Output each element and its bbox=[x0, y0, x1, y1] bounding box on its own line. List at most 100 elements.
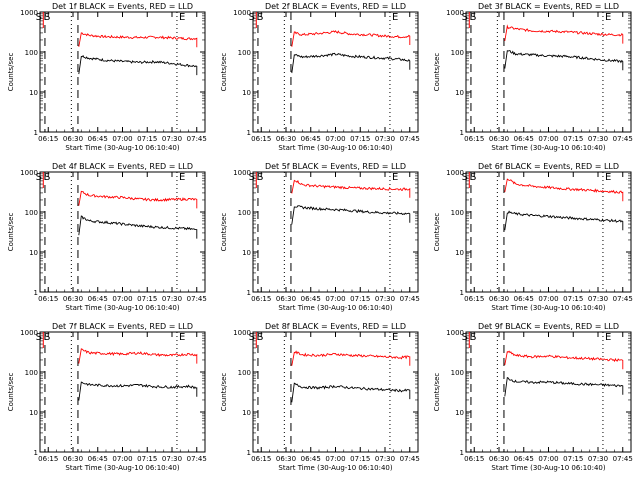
y-axis-label: Counts/sec bbox=[433, 213, 441, 252]
y-tick-label: 1 bbox=[247, 129, 251, 137]
marker-label-end: E bbox=[605, 332, 611, 343]
x-tick-label: 07:00 bbox=[112, 135, 132, 143]
lld-series-line bbox=[78, 348, 198, 364]
y-tick-label: 1000 bbox=[233, 9, 251, 17]
x-tick-label: 06:15 bbox=[251, 455, 271, 463]
x-tick-label: 07:00 bbox=[112, 455, 132, 463]
marker-label-start: S bbox=[470, 332, 476, 343]
y-tick-label: 100 bbox=[25, 209, 38, 217]
events-series-line bbox=[291, 52, 411, 74]
marker-label-end: E bbox=[392, 332, 398, 343]
y-tick-label: 1 bbox=[34, 449, 38, 457]
x-tick-label: 07:45 bbox=[613, 455, 633, 463]
marker-label-start: S bbox=[462, 332, 468, 343]
detector-panel: Det 8f BLACK = Events, RED = LLD 1 10 100 10… bbox=[220, 322, 420, 472]
y-tick-label: 100 bbox=[451, 209, 464, 217]
x-axis-label: Start Time (30-Aug-10 06:10:40) bbox=[278, 304, 392, 312]
y-tick-label: 100 bbox=[451, 369, 464, 377]
y-axis-label: Counts/sec bbox=[7, 373, 15, 412]
panel-title: Det 9f BLACK = Events, RED = LLD bbox=[478, 322, 619, 331]
events-series-line bbox=[78, 215, 198, 239]
x-tick-label: 07:30 bbox=[375, 455, 395, 463]
detector-panel: Det 5f BLACK = Events, RED = LLD 1 10 100 10… bbox=[220, 162, 420, 312]
marker-label-start: S bbox=[249, 12, 255, 23]
y-tick-label: 1000 bbox=[20, 169, 38, 177]
y-tick-label: 1000 bbox=[233, 169, 251, 177]
x-tick-label: 07:45 bbox=[613, 135, 633, 143]
events-series-line bbox=[291, 205, 411, 225]
x-tick-label: 07:15 bbox=[563, 135, 583, 143]
x-tick-label: 07:45 bbox=[187, 295, 207, 303]
panel-title: Det 3f BLACK = Events, RED = LLD bbox=[478, 2, 619, 11]
x-tick-label: 06:30 bbox=[489, 295, 509, 303]
marker-label-start: S bbox=[44, 332, 50, 343]
y-tick-label: 100 bbox=[238, 209, 251, 217]
y-tick-label: 100 bbox=[25, 369, 38, 377]
panel-title: Det 4f BLACK = Events, RED = LLD bbox=[52, 162, 193, 171]
x-tick-label: 06:15 bbox=[38, 455, 58, 463]
x-tick-label: 06:30 bbox=[63, 295, 83, 303]
x-axis-label: Start Time (30-Aug-10 06:10:40) bbox=[65, 144, 179, 152]
detector-panel: Det 1f BLACK = Events, RED = LLD 1 10 100 10… bbox=[7, 2, 207, 152]
marker-label-start: S bbox=[44, 172, 50, 183]
y-tick-label: 10 bbox=[455, 89, 464, 97]
y-tick-label: 10 bbox=[29, 249, 38, 257]
marker-label-start: S bbox=[257, 332, 263, 343]
y-tick-label: 1000 bbox=[446, 169, 464, 177]
x-tick-label: 06:45 bbox=[88, 455, 108, 463]
y-axis-label: Counts/sec bbox=[433, 53, 441, 92]
y-tick-label: 1000 bbox=[446, 329, 464, 337]
x-axis-label: Start Time (30-Aug-10 06:10:40) bbox=[278, 144, 392, 152]
y-tick-label: 10 bbox=[242, 249, 251, 257]
x-tick-label: 06:30 bbox=[489, 455, 509, 463]
y-axis-label: Counts/sec bbox=[7, 53, 15, 92]
y-tick-label: 100 bbox=[25, 49, 38, 57]
y-tick-label: 10 bbox=[455, 409, 464, 417]
x-tick-label: 07:15 bbox=[137, 295, 157, 303]
x-tick-label: 06:30 bbox=[63, 135, 83, 143]
y-tick-label: 1000 bbox=[20, 9, 38, 17]
y-tick-label: 10 bbox=[242, 89, 251, 97]
marker-label-start: S bbox=[249, 172, 255, 183]
panel-title: Det 8f BLACK = Events, RED = LLD bbox=[265, 322, 406, 331]
lld-series-line bbox=[291, 30, 411, 47]
x-tick-label: 07:30 bbox=[162, 135, 182, 143]
x-axis-label: Start Time (30-Aug-10 06:10:40) bbox=[278, 464, 392, 472]
x-tick-label: 07:15 bbox=[350, 455, 370, 463]
y-axis-label: Counts/sec bbox=[220, 373, 228, 412]
marker-label-end: E bbox=[392, 12, 398, 23]
x-tick-label: 07:15 bbox=[137, 455, 157, 463]
x-tick-label: 07:00 bbox=[325, 135, 345, 143]
x-tick-label: 06:30 bbox=[276, 295, 296, 303]
y-tick-label: 1 bbox=[247, 449, 251, 457]
marker-label-start: S bbox=[36, 12, 42, 23]
y-tick-label: 100 bbox=[451, 49, 464, 57]
marker-label-end: E bbox=[392, 172, 398, 183]
events-series-line bbox=[78, 381, 198, 401]
y-tick-label: 1 bbox=[247, 289, 251, 297]
x-tick-label: 07:30 bbox=[162, 455, 182, 463]
y-axis-label: Counts/sec bbox=[433, 373, 441, 412]
y-axis-label: Counts/sec bbox=[220, 53, 228, 92]
x-tick-label: 07:00 bbox=[538, 455, 558, 463]
x-axis-label: Start Time (30-Aug-10 06:10:40) bbox=[65, 304, 179, 312]
x-tick-label: 06:30 bbox=[276, 135, 296, 143]
y-tick-label: 10 bbox=[29, 89, 38, 97]
x-tick-label: 07:00 bbox=[325, 455, 345, 463]
marker-label-start: S bbox=[36, 332, 42, 343]
x-tick-label: 07:45 bbox=[187, 455, 207, 463]
y-tick-label: 1 bbox=[34, 289, 38, 297]
detector-panel: Det 7f BLACK = Events, RED = LLD 1 10 100 10… bbox=[7, 322, 207, 472]
y-tick-label: 1 bbox=[460, 129, 464, 137]
x-tick-label: 06:15 bbox=[251, 295, 271, 303]
marker-label-start: S bbox=[44, 12, 50, 23]
x-tick-label: 07:30 bbox=[375, 295, 395, 303]
x-tick-label: 06:15 bbox=[251, 135, 271, 143]
x-tick-label: 06:30 bbox=[63, 455, 83, 463]
marker-label-start: S bbox=[249, 332, 255, 343]
lld-series-line bbox=[78, 190, 198, 209]
detector-panel: Det 9f BLACK = Events, RED = LLD 1 10 100 10… bbox=[433, 322, 633, 472]
x-tick-label: 06:45 bbox=[88, 135, 108, 143]
x-axis-label: Start Time (30-Aug-10 06:10:40) bbox=[65, 464, 179, 472]
x-tick-label: 07:00 bbox=[538, 295, 558, 303]
